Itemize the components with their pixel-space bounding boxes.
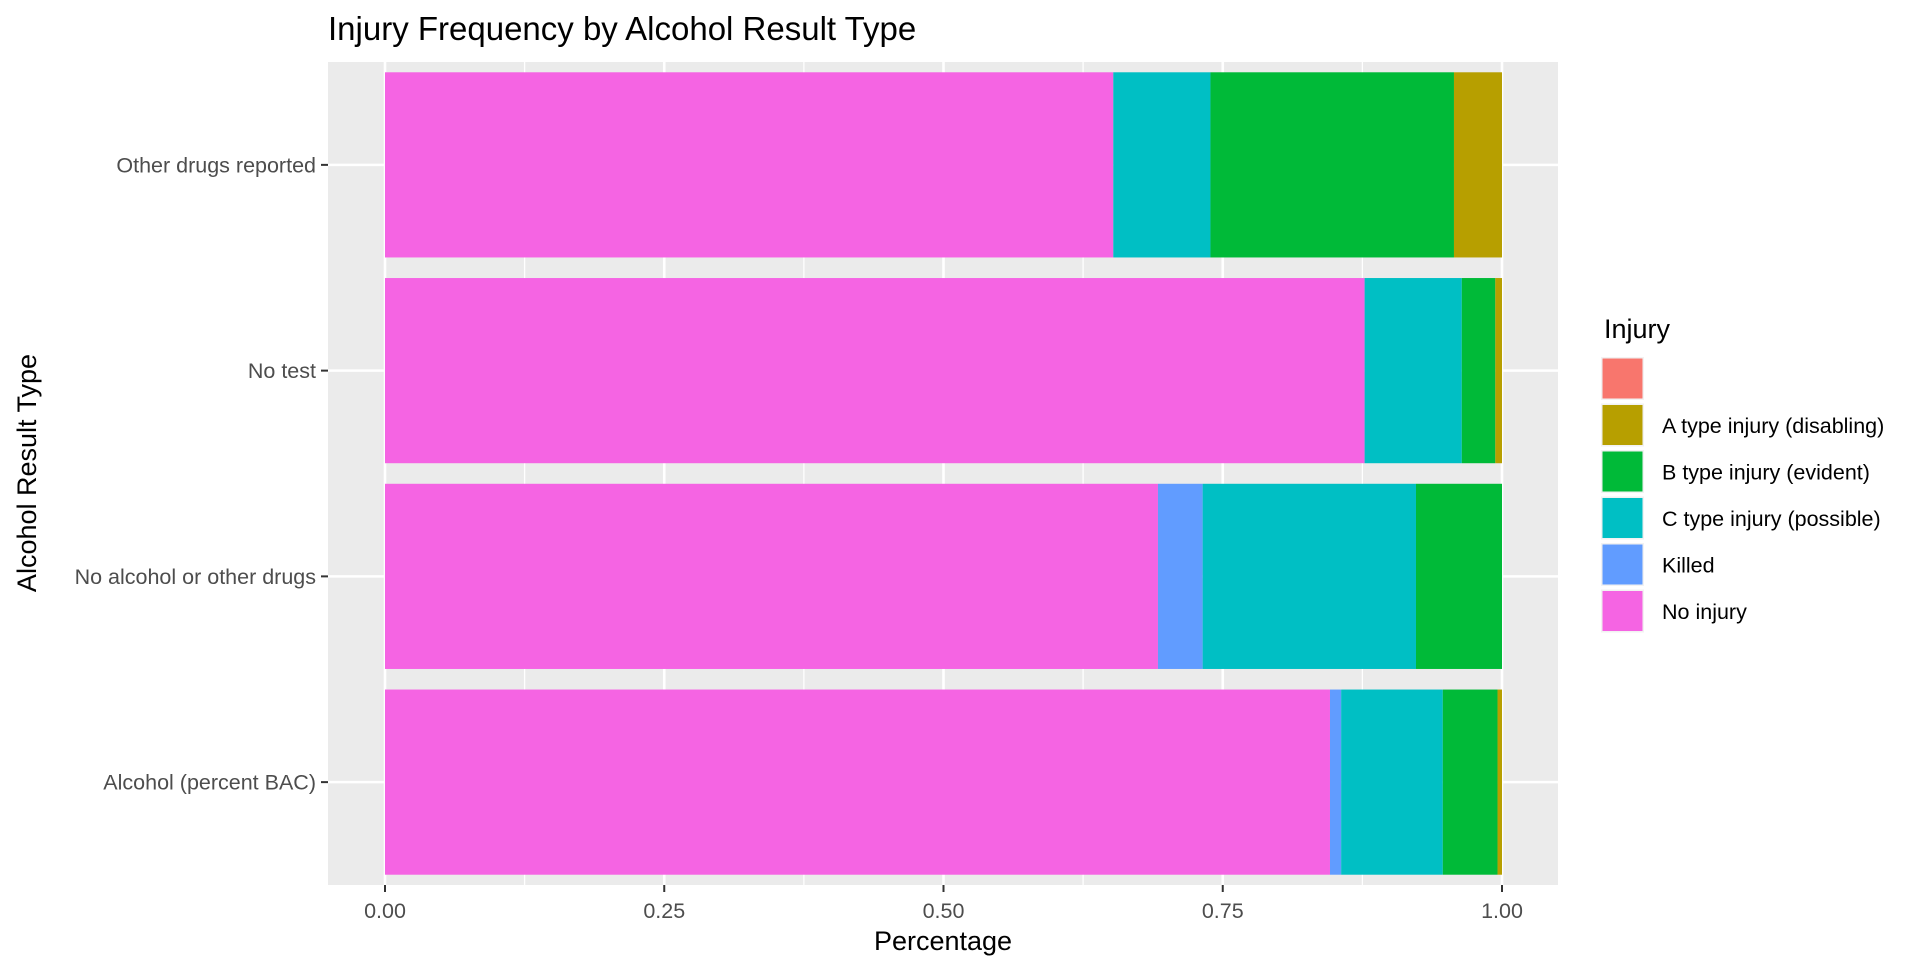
legend-swatch [1602, 358, 1643, 399]
bar-segment [385, 278, 1365, 464]
bar-segment [1453, 72, 1502, 258]
y-tick-label: Alcohol (percent BAC) [103, 771, 316, 795]
bar-segment [1497, 689, 1502, 875]
legend-swatch [1602, 451, 1643, 492]
bar-segment [1210, 72, 1454, 258]
x-axis: 0.00 0.25 0.50 0.75 1.00 [364, 885, 1523, 923]
bar-segment [1495, 278, 1502, 464]
y-tick-label: No test [248, 359, 316, 383]
y-axis: Alcohol (percent BAC) No alcohol or other… [75, 153, 328, 795]
legend-items: A type injury (disabling) B type injury (… [1601, 357, 1884, 633]
legend-title: Injury [1604, 314, 1671, 344]
legend-swatch [1602, 498, 1643, 538]
x-tick-label: 0.75 [1202, 899, 1244, 923]
bar-segment [1329, 689, 1342, 875]
legend-label: No injury [1662, 600, 1747, 624]
y-tick-label: Other drugs reported [116, 153, 316, 177]
x-tick-label: 1.00 [1481, 899, 1523, 923]
bar-segment [385, 72, 1114, 258]
y-axis-title: Alcohol Result Type [12, 354, 42, 592]
bars [385, 72, 1502, 875]
legend-label: Killed [1662, 554, 1715, 578]
bar-segment [385, 483, 1158, 669]
x-tick-label: 0.50 [923, 899, 965, 923]
x-axis-title: Percentage [874, 926, 1012, 956]
bar-segment [1461, 278, 1496, 464]
bar-segment [1415, 483, 1502, 669]
bar-segment [1113, 72, 1211, 258]
bar-segment [1157, 483, 1203, 669]
x-tick-label: 0.00 [364, 899, 406, 923]
bar-segment [1202, 483, 1416, 669]
legend-label: A type injury (disabling) [1662, 414, 1884, 438]
bar-segment [385, 689, 1330, 875]
legend-swatch [1602, 591, 1643, 631]
legend-swatch [1602, 405, 1643, 445]
legend-swatch [1602, 544, 1643, 585]
bar-segment [1364, 278, 1462, 464]
legend: Injury A type injury (disabling) B type i… [1601, 314, 1884, 633]
legend-label: C type injury (possible) [1662, 507, 1881, 531]
bar-segment [1341, 689, 1443, 875]
chart-title: Injury Frequency by Alcohol Result Type [328, 10, 916, 47]
x-tick-label: 0.25 [643, 899, 685, 923]
y-tick-label: No alcohol or other drugs [75, 565, 316, 589]
legend-label: B type injury (evident) [1662, 461, 1870, 485]
bar-segment [1442, 689, 1498, 875]
